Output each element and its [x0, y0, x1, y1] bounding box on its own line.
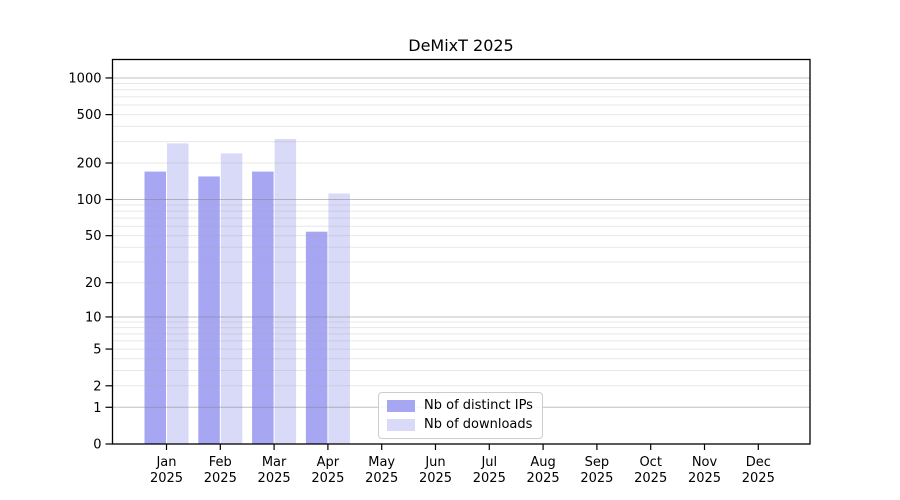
x-tick-label-month: Sep [585, 455, 610, 470]
x-tick-label-year: 2025 [527, 471, 560, 486]
x-tick-label-year: 2025 [688, 471, 721, 486]
plot-border [111, 58, 811, 445]
y-tick-label: 100 [77, 193, 102, 208]
x-tick-label-month: Jan [155, 455, 176, 470]
bar-downloads-jan [167, 143, 189, 444]
y-tick-label: 5 [93, 343, 101, 358]
x-tick-label-year: 2025 [742, 471, 775, 486]
y-tick-label: 200 [77, 157, 102, 172]
legend-label-distinct-ips: Nb of distinct IPs [424, 398, 533, 413]
x-tick-label-month: Nov [692, 455, 718, 470]
x-tick-label-month: Oct [639, 455, 661, 470]
y-tick-label: 1 [93, 401, 101, 416]
x-tick-label-month: Jun [424, 455, 445, 470]
x-tick-label-month: Mar [262, 455, 287, 470]
x-tick-label-year: 2025 [150, 471, 183, 486]
bar-distinct-ips-feb [198, 176, 220, 445]
legend-item-distinct-ips: Nb of distinct IPs [387, 398, 533, 414]
y-tick-label: 1000 [68, 71, 101, 86]
x-tick-label-year: 2025 [204, 471, 237, 486]
legend-label-downloads: Nb of downloads [424, 417, 533, 432]
legend: Nb of distinct IPs Nb of downloads [378, 392, 543, 439]
legend-swatch-downloads [387, 419, 415, 431]
x-tick-label-year: 2025 [365, 471, 398, 486]
x-tick-label-year: 2025 [634, 471, 667, 486]
bar-downloads-feb [220, 153, 243, 444]
bar-downloads-apr [328, 193, 350, 444]
y-tick-label: 50 [85, 229, 102, 244]
bar-distinct-ips-apr [305, 231, 328, 444]
legend-swatch-distinct-ips [387, 400, 415, 412]
bar-distinct-ips-mar [252, 171, 274, 445]
x-tick-label-month: Apr [317, 455, 340, 470]
x-tick-label-year: 2025 [311, 471, 344, 486]
bar-downloads-mar [274, 139, 297, 444]
x-tick-label-year: 2025 [258, 471, 291, 486]
x-tick-label-month: Feb [209, 455, 232, 470]
x-tick-label-year: 2025 [473, 471, 506, 486]
x-tick-label-year: 2025 [419, 471, 452, 486]
x-tick-label-month: Dec [746, 455, 771, 470]
y-tick-label: 0 [93, 438, 101, 453]
legend-item-downloads: Nb of downloads [387, 417, 533, 433]
x-tick-label-month: May [368, 455, 395, 470]
y-tick-label: 20 [85, 276, 102, 291]
bar-distinct-ips-jan [144, 171, 166, 445]
x-tick-label-month: Aug [530, 455, 555, 470]
x-tick-label-year: 2025 [580, 471, 613, 486]
chart-title: DeMixT 2025 [408, 36, 514, 55]
y-tick-label: 2 [93, 379, 101, 394]
x-tick-label-month: Jul [480, 455, 497, 470]
y-tick-label: 500 [77, 108, 102, 123]
y-tick-label: 10 [85, 310, 102, 325]
